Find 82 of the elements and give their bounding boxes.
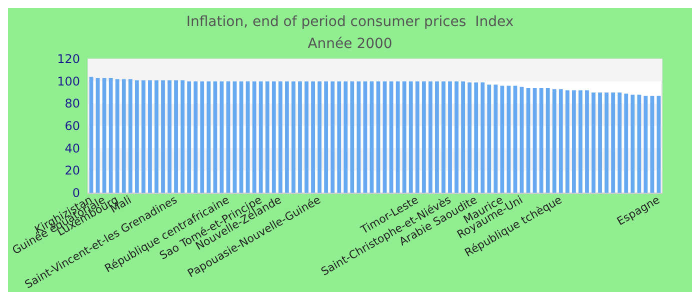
bar (435, 81, 439, 193)
bar (532, 88, 537, 193)
bar (252, 81, 256, 193)
bar (206, 81, 211, 193)
bar (408, 81, 413, 193)
bar (128, 79, 132, 193)
y-tick-label: 80 (64, 96, 80, 111)
bar (292, 81, 296, 193)
bar (148, 80, 152, 193)
bar (618, 92, 622, 193)
bar (402, 81, 406, 193)
bar (180, 80, 185, 193)
y-tick-label: 60 (64, 118, 80, 133)
bar (611, 92, 616, 193)
bar (350, 81, 354, 193)
bar (558, 89, 563, 193)
bar (474, 82, 478, 193)
bar (304, 81, 308, 193)
bar (494, 84, 498, 193)
bar (108, 78, 113, 193)
bar (337, 81, 342, 193)
bar (265, 81, 270, 193)
bar (487, 84, 492, 193)
bar (396, 81, 400, 193)
bar (141, 80, 146, 193)
bar (448, 81, 452, 193)
y-tick-label: 120 (57, 52, 80, 66)
bar (442, 81, 446, 193)
bar (604, 92, 609, 193)
bar (572, 90, 576, 193)
bar (644, 96, 648, 193)
bar (330, 81, 335, 193)
bar (115, 79, 120, 193)
bar (454, 81, 458, 193)
bar (500, 86, 504, 193)
y-tick-label: 20 (64, 164, 80, 178)
bar (298, 81, 302, 193)
bar (539, 88, 544, 193)
bar (415, 81, 420, 193)
bar (324, 81, 328, 193)
bar (552, 89, 556, 193)
bar (134, 80, 139, 193)
bar (526, 88, 530, 193)
bar (624, 94, 628, 193)
bar (630, 94, 635, 193)
bar (546, 88, 550, 193)
bar (637, 94, 642, 193)
bar (592, 92, 596, 193)
bar (278, 81, 282, 193)
bar (428, 81, 432, 193)
bar (565, 90, 570, 193)
y-tick-label: 0 (72, 186, 80, 200)
bar (585, 90, 589, 193)
bar (102, 78, 106, 193)
y-tick-label: 40 (64, 141, 80, 156)
bar (187, 81, 192, 193)
bar (578, 90, 582, 193)
bar (461, 81, 466, 193)
bar (194, 81, 198, 193)
bar (272, 81, 276, 193)
bar (311, 81, 315, 193)
bar (422, 81, 426, 193)
bar (318, 81, 322, 193)
chart-title: Inflation, end of period consumer prices Index (186, 14, 514, 30)
bar (356, 81, 361, 193)
bar (344, 81, 348, 193)
bar (258, 81, 263, 193)
bar (389, 81, 394, 193)
bar (168, 80, 172, 193)
bar (480, 82, 485, 193)
bar (174, 80, 178, 193)
y-tick-label: 100 (57, 74, 80, 88)
bar (284, 81, 289, 193)
bar (200, 81, 204, 193)
bar (122, 79, 126, 193)
bar (468, 82, 472, 193)
bar (598, 92, 602, 193)
bar (154, 80, 158, 193)
chart-subtitle: Année 2000 (308, 36, 392, 52)
bar (161, 80, 165, 193)
bar (213, 81, 218, 193)
bar (246, 81, 250, 193)
